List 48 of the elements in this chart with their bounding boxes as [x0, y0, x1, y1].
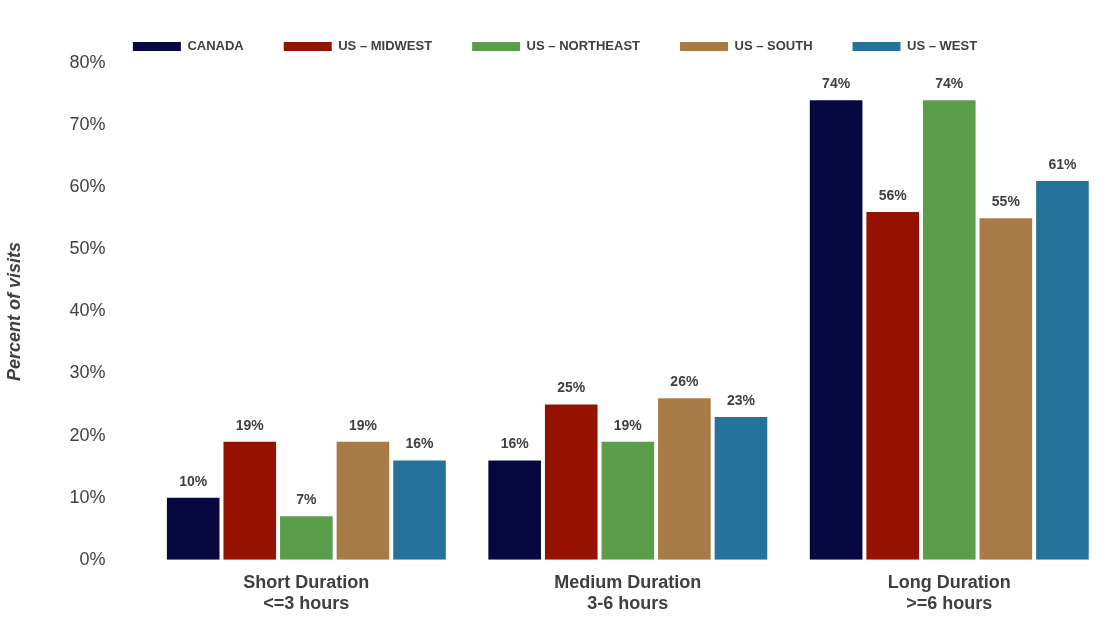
data-label: 74% [935, 75, 964, 92]
legend-label: US – MIDWEST [338, 38, 433, 54]
y-tick-label: 70% [69, 114, 106, 135]
y-tick-label: 60% [69, 176, 106, 197]
data-label: 16% [500, 435, 530, 452]
y-tick-label: 80% [69, 51, 106, 72]
y-tick-label: 20% [69, 424, 106, 445]
bar [714, 416, 768, 560]
bar [393, 460, 446, 560]
data-label: 23% [726, 391, 756, 408]
bar [922, 100, 976, 560]
legend-label: US – WEST [907, 38, 978, 54]
data-label: 26% [670, 373, 699, 390]
bar [488, 460, 541, 560]
bar [1036, 180, 1089, 560]
legend-label: US – SOUTH [734, 38, 813, 54]
x-tick-label: Short Duration <=3 hours [243, 571, 370, 614]
data-label: 19% [613, 416, 643, 433]
data-label: 61% [1048, 155, 1077, 172]
x-tick-label: Long Duration >=6 hours [887, 571, 1011, 614]
y-tick-label: 30% [69, 362, 106, 383]
legend-label: CANADA [187, 38, 245, 54]
bar [809, 100, 863, 560]
bar [280, 516, 333, 560]
data-label: 19% [348, 416, 378, 433]
bar [601, 441, 655, 560]
data-label: 74% [822, 75, 851, 92]
y-axis-title: Percent of visits [3, 241, 24, 381]
y-tick-label: 50% [69, 238, 106, 259]
data-label: 55% [991, 193, 1021, 210]
y-tick-label: 40% [69, 300, 106, 321]
bar [223, 441, 277, 560]
bar [544, 404, 598, 560]
bar [979, 218, 1033, 560]
data-label: 19% [235, 416, 265, 433]
legend-label: US – NORTHEAST [526, 38, 641, 54]
data-label: 10% [179, 472, 208, 489]
x-tick-label: Medium Duration 3-6 hours [554, 571, 702, 614]
bar [336, 441, 390, 560]
y-tick-label: 10% [69, 486, 106, 507]
y-tick-label: 0% [79, 548, 106, 569]
bar [866, 212, 919, 560]
data-label: 25% [557, 379, 586, 396]
bar [658, 398, 711, 560]
data-label: 7% [296, 491, 318, 508]
bar [166, 497, 220, 560]
data-label: 56% [878, 186, 908, 203]
data-label: 16% [405, 435, 435, 452]
